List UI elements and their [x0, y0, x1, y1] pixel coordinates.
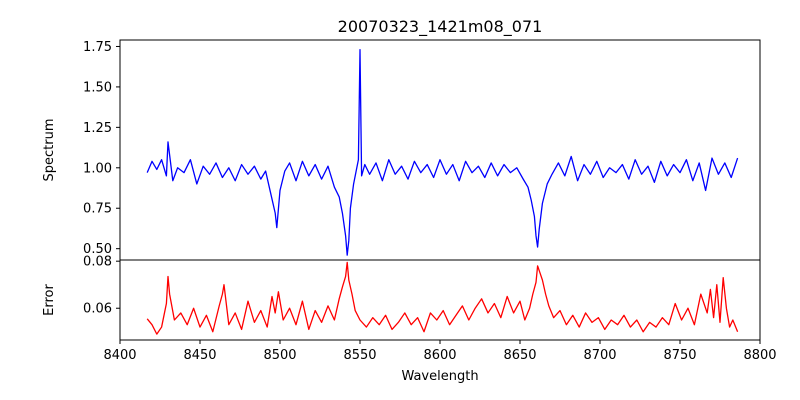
spectrum-ytick-label: 1.75 — [83, 40, 112, 55]
xtick-label: 8700 — [583, 348, 616, 363]
xtick-label: 8800 — [743, 348, 776, 363]
xlabel: Wavelength — [401, 369, 478, 384]
spectrum-ytick-label: 1.25 — [83, 121, 112, 136]
xtick-label: 8650 — [503, 348, 536, 363]
spectrum-ytick-label: 0.75 — [83, 202, 112, 217]
spectrum-ylabel: Spectrum — [42, 119, 57, 182]
chart-title: 20070323_1421m08_071 — [338, 17, 543, 37]
xtick-label: 8600 — [423, 348, 456, 363]
error-series-line — [146, 261, 739, 335]
spectrum-ytick-label: 0.50 — [83, 242, 112, 257]
xtick-label: 8750 — [663, 348, 696, 363]
spectrum-ytick-label: 1.50 — [83, 80, 112, 95]
error-ylabel: Error — [42, 284, 57, 316]
spectrum-series-line — [146, 49, 739, 256]
error-panel: 0.06 0.08 Error 8400 8450 8500 8550 8600 8650 870… — [42, 255, 777, 384]
error-ytick-label: 0.08 — [83, 255, 112, 270]
xtick-label: 8500 — [263, 348, 296, 363]
spectrum-ytick-label: 1.00 — [83, 161, 112, 176]
xtick-label: 8450 — [183, 348, 216, 363]
xtick-label: 8400 — [103, 348, 136, 363]
error-ytick-label: 0.06 — [83, 302, 112, 317]
xtick-label: 8550 — [343, 348, 376, 363]
